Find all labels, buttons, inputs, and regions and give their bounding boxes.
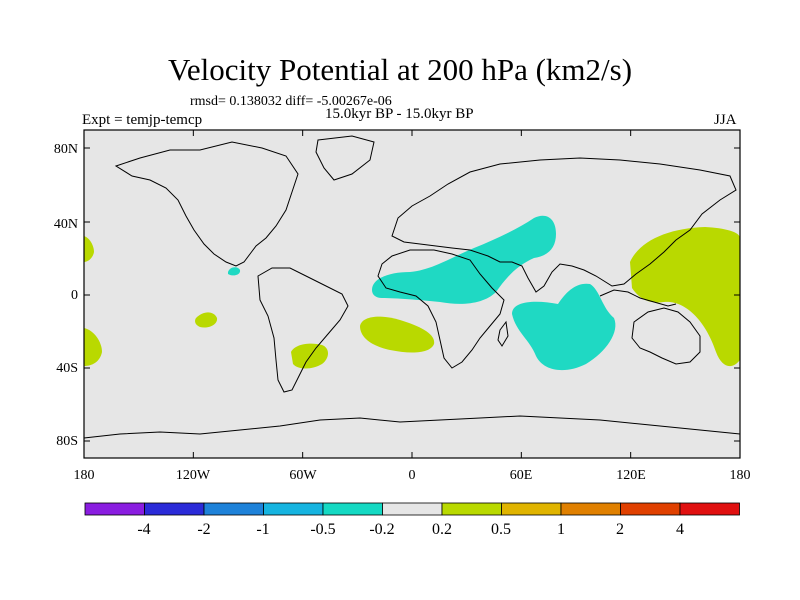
colorbar-label: -1 [256, 521, 269, 538]
positive-region-east-pacific-north [84, 236, 94, 262]
colorbar-label: 2 [616, 521, 624, 538]
lat-tick-label: 80S [56, 434, 78, 449]
coast-australia [631, 307, 701, 365]
colorbar-label: 4 [676, 521, 684, 538]
coast-antarctica [83, 415, 741, 439]
lon-tick-label: 120W [176, 468, 211, 483]
lon-tick-labels: 180 120W 60W 0 60E 120E 180 [74, 468, 751, 483]
lon-tick-label: 60E [510, 468, 533, 483]
lon-tick-label: 180 [730, 468, 751, 483]
tick-marks [83, 130, 741, 458]
lon-tick-label: 180 [74, 468, 95, 483]
colorbar-box [501, 502, 562, 516]
coast-north-america [114, 141, 299, 267]
coastlines [83, 135, 741, 439]
negative-region-central-america [228, 267, 241, 276]
colorbar-box [263, 502, 324, 516]
colorbar-label: 0.2 [432, 521, 452, 538]
lon-tick-label: 60W [289, 468, 317, 483]
chart-title: Velocity Potential at 200 hPa (km2/s) [167, 52, 633, 87]
colorbar-boxes [84, 502, 740, 516]
colorbar-box [203, 502, 264, 516]
coast-africa [377, 249, 505, 369]
colorbar-label: -2 [197, 521, 210, 538]
colorbar-box [382, 502, 443, 516]
experiment-label: Expt = temjp-temcp [82, 112, 203, 128]
colorbar-box [679, 502, 740, 516]
period-label: 15.0kyr BP - 15.0kyr BP [325, 106, 474, 122]
stats-line: rmsd= 0.138032 diff= -5.00267e-06 [190, 94, 392, 109]
coast-madagascar [497, 320, 509, 347]
lat-tick-label: 80N [54, 142, 78, 157]
coast-maritime-continent [599, 289, 677, 307]
colorbar-box [441, 502, 502, 516]
colorbar-box [560, 502, 621, 516]
lon-tick-label: 0 [409, 468, 416, 483]
positive-region-south-atlantic [360, 316, 435, 353]
positive-region-south-pacific [195, 312, 218, 328]
colorbar-box [322, 502, 383, 516]
colorbar-box [620, 502, 681, 516]
colorbar-label: -0.2 [369, 521, 394, 538]
colorbar-label: 0.5 [491, 521, 511, 538]
coast-greenland [315, 135, 375, 181]
positive-region-south-america [291, 343, 328, 369]
lat-tick-label: 40S [56, 361, 78, 376]
positive-region-east-pacific-south [84, 328, 102, 366]
colorbar-label: 1 [557, 521, 565, 538]
colorbar-box [144, 502, 205, 516]
coast-europe-asia [391, 157, 737, 293]
coast-south-america [257, 267, 349, 393]
positive-region-west-pacific [630, 227, 740, 367]
colorbar-label: -0.5 [310, 521, 335, 538]
colorbar-box [84, 502, 145, 516]
negative-region-indian-ocean [512, 283, 616, 371]
season-label: JJA [714, 112, 737, 128]
lon-tick-label: 120E [616, 468, 646, 483]
lat-tick-labels: 80N 40N 0 40S 80S [54, 142, 78, 449]
colorbar-label: -4 [137, 521, 150, 538]
negative-region-africa-asia [372, 215, 556, 304]
lat-tick-label: 0 [71, 288, 78, 303]
lat-tick-label: 40N [54, 217, 78, 232]
colorbar-labels: -4 -2 -1 -0.5 -0.2 0.2 0.5 1 2 4 [137, 521, 684, 538]
